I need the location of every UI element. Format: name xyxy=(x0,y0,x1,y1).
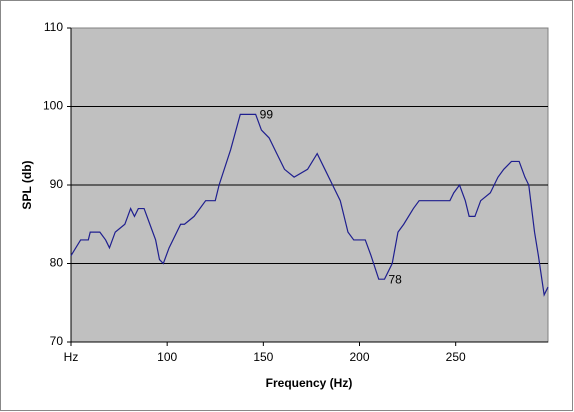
x-tick-label: 150 xyxy=(253,350,273,364)
x-tick-label: Hz xyxy=(64,350,79,364)
y-axis-title: SPL (db) xyxy=(20,160,34,209)
data-line xyxy=(70,113,549,297)
data-label: 99 xyxy=(260,108,274,122)
y-tick-label: 100 xyxy=(43,99,63,113)
y-tick-label: 80 xyxy=(50,256,64,270)
y-tick-label: 90 xyxy=(50,177,64,191)
x-tick-label: 250 xyxy=(446,350,466,364)
y-tick-label: 110 xyxy=(44,20,63,34)
x-tick-label: 100 xyxy=(157,350,177,364)
x-axis-title: Frequency (Hz) xyxy=(266,376,353,390)
data-label: 78 xyxy=(389,272,403,286)
x-tick-label: 200 xyxy=(349,350,369,364)
y-tick-label: 70 xyxy=(50,334,64,348)
